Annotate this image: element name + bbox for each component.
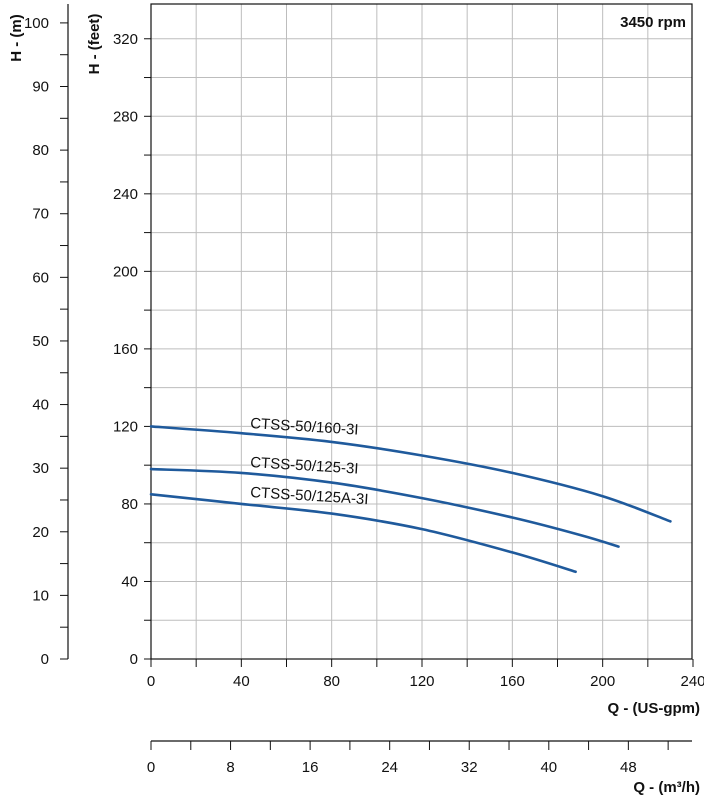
gpm-tick-label: 80: [323, 673, 340, 690]
m3h-tick-label: 0: [147, 759, 155, 776]
feet-tick-label: 240: [113, 186, 138, 203]
gpm-tick-label: 0: [147, 673, 155, 690]
gpm-tick-label: 120: [409, 673, 434, 690]
x-secondary-title: Q - (m³/h): [633, 779, 700, 796]
feet-tick-label: 200: [113, 263, 138, 280]
m3h-tick-label: 8: [226, 759, 234, 776]
grid: [151, 4, 692, 659]
gpm-axis: 0 40 80 120 160 200 240: [147, 659, 704, 690]
metres-tick-label: 50: [32, 333, 49, 350]
m3h-tick-label: 40: [540, 759, 557, 776]
metres-tick-label: 90: [32, 79, 49, 96]
metres-tick-label: 10: [32, 587, 49, 604]
series-label: CTSS-50/125-3I: [250, 454, 359, 478]
series-curve: [149, 493, 577, 574]
feet-tick-label: 280: [113, 108, 138, 125]
series-label: CTSS-50/160-3I: [250, 415, 359, 439]
metres-tick-label: 80: [32, 142, 49, 159]
m3h-tick-label: 16: [302, 759, 319, 776]
m3h-axis: 0 8 16 24 32 40 48: [147, 740, 692, 776]
m3h-tick-label: 48: [620, 759, 637, 776]
metres-tick-label: 20: [32, 524, 49, 541]
y-primary-title: H - (feet): [86, 14, 103, 75]
gpm-tick-label: 160: [500, 673, 525, 690]
x-primary-title: Q - (US-gpm): [608, 700, 700, 717]
m3h-tick-label: 32: [461, 759, 478, 776]
metres-tick-label: 30: [32, 460, 49, 477]
m3h-tick-label: 24: [381, 759, 398, 776]
series-layer: CTSS-50/160-3I CTSS-50/125-3I CTSS-50/125A…: [149, 415, 672, 574]
metres-tick-label: 70: [32, 206, 49, 223]
metres-tick-label: 60: [32, 269, 49, 286]
gpm-tick-label: 40: [233, 673, 250, 690]
gpm-tick-label: 240: [680, 673, 704, 690]
feet-tick-label: 0: [130, 651, 138, 668]
feet-axis: 0 40 80 120 160 200 240 280 320: [113, 31, 151, 668]
feet-tick-label: 40: [121, 573, 138, 590]
series-label: CTSS-50/125A-3I: [250, 484, 369, 508]
metres-tick-label: 40: [32, 397, 49, 414]
feet-tick-label: 160: [113, 341, 138, 358]
speed-label: 3450 rpm: [620, 14, 686, 31]
series-curve: [149, 425, 672, 523]
metres-axis: 0 10 20 30 40 50 60 70 80 90 100: [24, 4, 69, 668]
gpm-tick-label: 200: [590, 673, 615, 690]
metres-tick-label: 100: [24, 15, 49, 32]
feet-tick-label: 80: [121, 496, 138, 513]
metres-tick-label: 0: [41, 651, 49, 668]
feet-tick-label: 320: [113, 31, 138, 48]
series-curve: [149, 467, 620, 548]
y-secondary-title: H - (m): [8, 14, 25, 62]
feet-tick-label: 120: [113, 418, 138, 435]
